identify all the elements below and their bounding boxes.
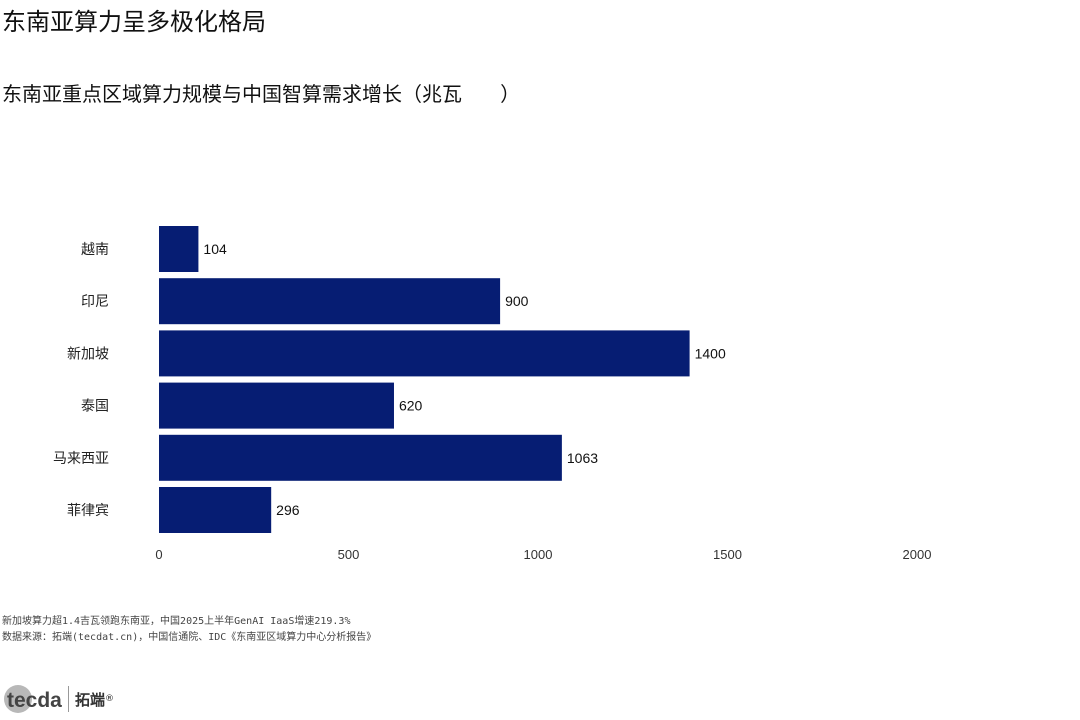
logo-divider	[68, 686, 69, 712]
category-label: 菲律宾	[67, 503, 109, 519]
chart-title: 东南亚算力呈多极化格局	[2, 8, 266, 36]
data-label: 620	[399, 398, 423, 414]
tecdat-logo-icon: tecdat	[4, 685, 62, 713]
data-label: 1063	[567, 450, 598, 466]
logo-name-cn: 拓端	[75, 690, 106, 709]
logo-wordmark: tecdat	[7, 689, 62, 712]
chart-note: 新加坡算力超1.4吉瓦领跑东南亚，中国2025上半年GenAI IaaS增速21…	[2, 616, 351, 627]
category-label: 印尼	[81, 294, 109, 310]
category-label: 越南	[81, 242, 109, 258]
bar	[159, 226, 199, 272]
data-label: 104	[203, 241, 227, 257]
x-tick-label: 500	[338, 547, 360, 562]
chart-subtitle: 东南亚重点区域算力规模与中国智算需求增长（兆瓦 ）	[2, 82, 521, 106]
bar-chart: 越南 104 印尼 900 新加坡 1400 泰国 620 马来西亚 1063 菲律宾 296 0 500…	[53, 226, 932, 562]
x-tick-label: 1500	[713, 547, 742, 562]
brand-logo: tecdat 拓端®	[4, 680, 114, 718]
category-label: 新加坡	[67, 346, 109, 362]
bar	[159, 278, 501, 325]
registered-mark: ®	[105, 694, 115, 704]
category-label: 泰国	[81, 399, 109, 415]
data-label: 296	[276, 502, 300, 518]
bar	[159, 382, 394, 429]
data-label: 1400	[695, 345, 726, 361]
bar	[159, 330, 690, 377]
x-tick-label: 1000	[524, 547, 553, 562]
bar	[159, 487, 272, 533]
category-label: 马来西亚	[53, 451, 109, 467]
data-label: 900	[505, 293, 529, 309]
bar	[159, 434, 562, 481]
x-tick-label: 2000	[903, 547, 932, 562]
x-tick-label: 0	[155, 547, 162, 562]
data-source: 数据来源：拓端(tecdat.cn)，中国信通院、IDC《东南亚区域算力中心分析…	[2, 632, 377, 643]
